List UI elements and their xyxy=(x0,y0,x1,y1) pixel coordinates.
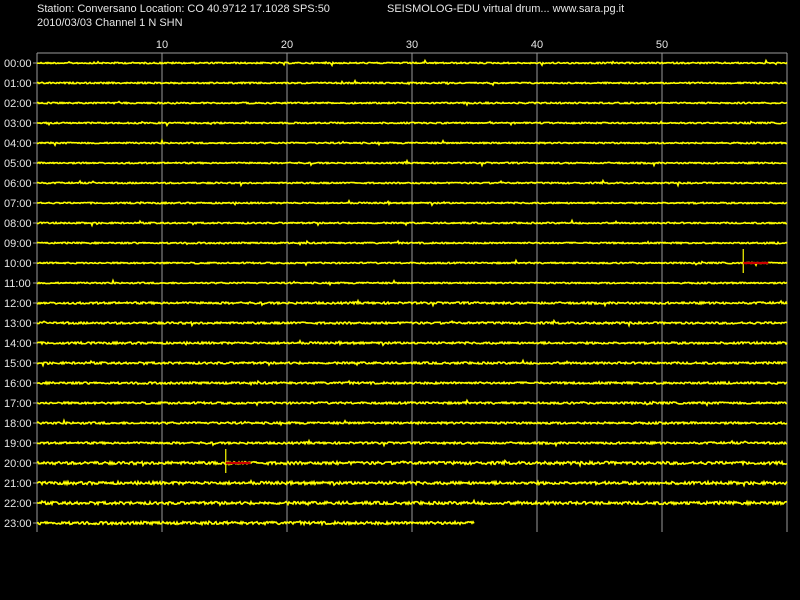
row-label-1700: 17:00 xyxy=(4,398,32,410)
row-label-2200: 22:00 xyxy=(4,498,32,510)
trace-1200 xyxy=(36,298,788,308)
trace-0700 xyxy=(36,198,788,207)
row-label-0000: 00:00 xyxy=(4,58,32,70)
trace-1900 xyxy=(36,438,788,448)
x-tick-label-30: 30 xyxy=(406,39,418,51)
row-label-2100: 21:00 xyxy=(4,478,32,490)
trace-0500 xyxy=(36,158,788,168)
row-label-0900: 09:00 xyxy=(4,238,32,250)
row-label-2000: 20:00 xyxy=(4,458,32,470)
row-label-0100: 01:00 xyxy=(4,78,32,90)
row-label-0600: 06:00 xyxy=(4,178,32,190)
trace-0900 xyxy=(36,239,788,247)
label-layer: 10 20 30 40 50 00:00 01:00 02:00 03:00 04:00 05:00… xyxy=(4,39,668,530)
row-label-0500: 05:00 xyxy=(4,158,32,170)
row-label-1800: 18:00 xyxy=(4,418,32,430)
grid-layer xyxy=(33,52,788,532)
row-label-1400: 14:00 xyxy=(4,338,32,350)
row-label-0300: 03:00 xyxy=(4,118,32,130)
trace-1000 xyxy=(36,258,788,268)
date-channel-text: 2010/03/03 Channel 1 N SHN xyxy=(37,17,183,29)
trace-0800 xyxy=(36,218,788,228)
x-tick-label-20: 20 xyxy=(281,39,293,51)
trace-2200 xyxy=(36,498,788,507)
event-layer xyxy=(225,249,769,473)
trace-1700 xyxy=(36,398,788,407)
trace-0200 xyxy=(36,100,788,107)
trace-0100 xyxy=(36,78,788,87)
trace-2100 xyxy=(36,479,788,488)
trace-0300 xyxy=(36,120,788,128)
trace-layer xyxy=(36,58,788,527)
x-tick-label-10: 10 xyxy=(156,39,168,51)
trace-1400 xyxy=(36,339,788,347)
row-label-2300: 23:00 xyxy=(4,518,32,530)
app-title-text: SEISMOLOG-EDU virtual drum... www.sara.p… xyxy=(387,3,625,15)
trace-0400 xyxy=(36,138,788,148)
row-label-1600: 16:00 xyxy=(4,378,32,390)
trace-2000 xyxy=(36,459,788,468)
trace-0000 xyxy=(36,58,788,68)
row-label-0700: 07:00 xyxy=(4,198,32,210)
row-label-0400: 04:00 xyxy=(4,138,32,150)
trace-1100 xyxy=(36,278,788,287)
row-label-1200: 12:00 xyxy=(4,298,32,310)
trace-1300 xyxy=(36,318,788,328)
trace-1600 xyxy=(36,379,788,387)
row-label-1900: 19:00 xyxy=(4,438,32,450)
row-label-0200: 02:00 xyxy=(4,98,32,110)
row-label-1000: 10:00 xyxy=(4,258,32,270)
station-info-text: Station: Conversano Location: CO 40.9712… xyxy=(37,3,330,15)
row-label-1500: 15:00 xyxy=(4,358,32,370)
trace-1500 xyxy=(36,358,788,368)
trace-1800 xyxy=(36,418,788,427)
x-tick-label-40: 40 xyxy=(531,39,543,51)
trace-0600 xyxy=(36,178,788,188)
x-tick-label-50: 50 xyxy=(656,39,668,51)
row-label-1300: 13:00 xyxy=(4,318,32,330)
trace-2300 xyxy=(36,519,475,527)
row-label-0800: 08:00 xyxy=(4,218,32,230)
row-label-1100: 11:00 xyxy=(4,278,31,290)
